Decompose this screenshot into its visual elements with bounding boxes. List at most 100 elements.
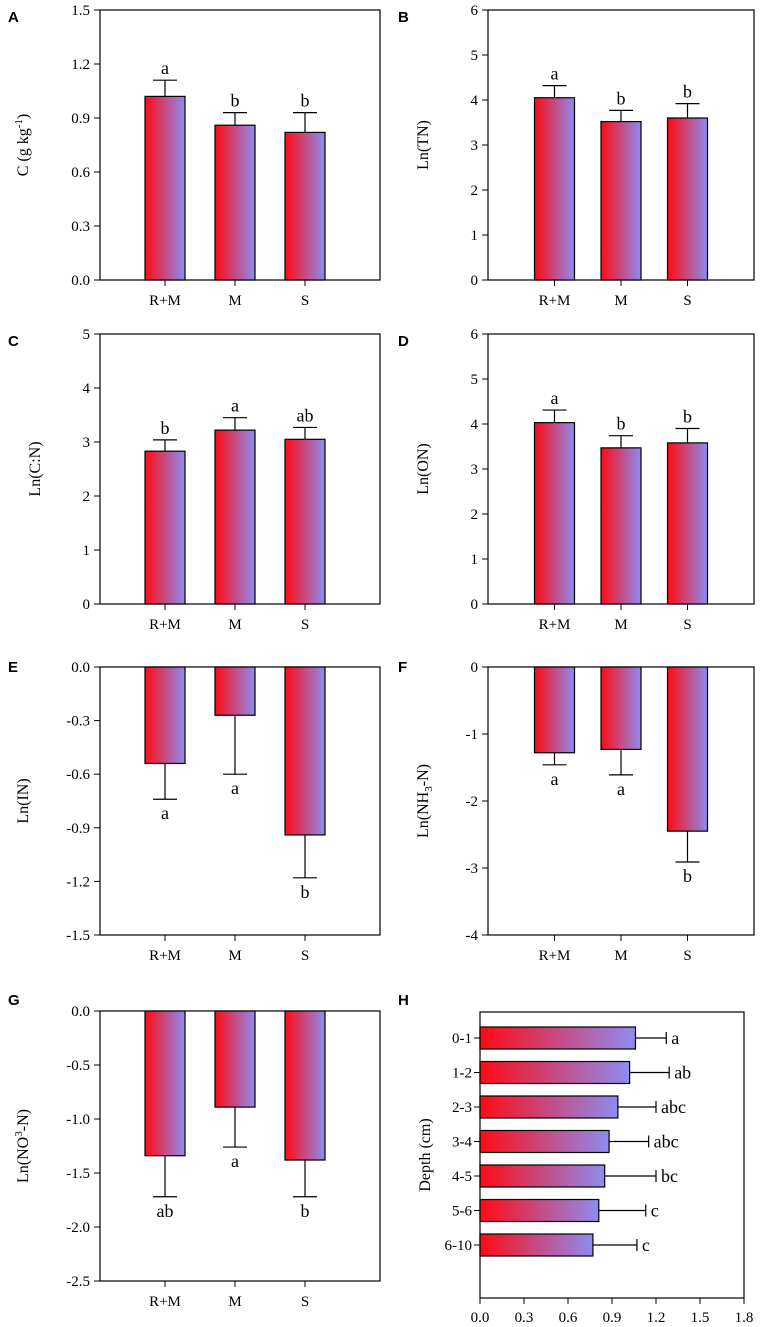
bar-m [214,429,256,605]
significance-letter: ab [157,1201,174,1221]
x-tick-label: 1.2 [647,1310,666,1326]
bar-4-5 [479,1164,606,1188]
y-tick-label: 1-2 [452,1066,472,1082]
y-tick-label: 0-1 [452,1031,472,1047]
bar-m [600,447,642,605]
panel-g: G 0.0 -0.5 -1.0 -1.5 -2.0 -2.5 ab R+M a Mb S Ln(NO3-… [8,992,381,1310]
panel-a: A 0.0 0.3 0.6 0.9 1.2 1.5 a R+M b Mb S C (g kg-1) [8,3,381,309]
bar-s [284,131,326,281]
x-axis-title: Soil C concentration (g kg-1) [520,1325,703,1327]
x-tick-label: M [228,1294,241,1310]
significance-letter: abc [654,1132,679,1152]
y-tick-label: 0 [471,660,479,676]
significance-letter: a [617,779,625,799]
error-bar [598,1204,647,1217]
x-tick-label: R+M [539,617,571,633]
significance-letter: b [683,82,692,102]
y-tick-label: 2-3 [452,1100,472,1116]
bar-2-3 [479,1095,619,1119]
panel-f: F 0 -1 -2 -3 -4 a R+M a Mb S Ln(NH3-N) [398,659,755,964]
bar-m [214,666,256,716]
error-bar [223,112,247,126]
panel-d: D 0 1 2 3 4 5 6 a R+M b Mb S Ln(ON) [398,327,755,633]
y-tick-label: 6 [471,327,479,343]
y-tick-label: -0.6 [66,767,90,783]
error-bar [223,1107,247,1148]
panel-label-f: F [398,659,407,676]
error-bar [153,763,177,800]
x-tick-label: 1.5 [691,1310,710,1326]
significance-letter: b [617,88,626,108]
panel-label-a: A [8,9,19,26]
error-bar [609,1135,650,1148]
panel-label-g: G [8,992,20,1009]
bar-s [666,117,709,281]
x-tick-label: 1.8 [735,1310,754,1326]
y-axis-title: Ln(ON) [415,443,432,495]
x-tick-label: M [228,948,241,964]
significance-letter: a [231,1151,239,1171]
x-tick-label: 0.0 [471,1310,490,1326]
x-tick-label: M [228,293,241,309]
y-axis-title: Ln(IN) [15,778,32,823]
y-axis-title: Ln(NH3-N) [415,764,435,838]
y-tick-label: 5-6 [452,1204,472,1220]
y-axis-title: Depth (cm) [417,1118,434,1191]
significance-letter: a [231,778,239,798]
significance-letter: a [551,769,559,789]
x-tick-label: S [683,948,691,964]
significance-letter: a [671,1028,679,1048]
error-bar [293,1160,317,1198]
bar-0-1 [479,1026,637,1050]
x-tick-label: S [301,1294,309,1310]
x-tick-label: S [301,293,309,309]
significance-letter: b [301,1201,310,1221]
x-tick-label: 0.3 [515,1310,534,1326]
y-tick-label: -1.5 [66,928,90,944]
y-tick-label: 0.0 [71,1004,90,1020]
significance-letter: b [301,882,310,902]
y-tick-label: 1 [471,228,479,244]
error-bar [223,417,247,431]
bar-6-10 [479,1233,594,1257]
bar-m [214,124,256,281]
y-tick-label: -1 [466,727,479,743]
error-bar [592,1239,638,1251]
y-tick-label: 0.0 [71,660,90,676]
x-tick-label: 0.6 [559,1310,578,1326]
y-tick-label: 2 [471,183,479,199]
panel-label-d: D [398,333,409,350]
significance-letter: b [617,414,626,434]
error-bar [293,426,317,440]
significance-letter: c [651,1201,659,1221]
error-bar [542,409,567,423]
x-tick-label: M [614,617,627,633]
x-tick-label: S [683,617,691,633]
significance-letter: a [551,388,559,408]
y-tick-label: 2 [83,489,91,505]
error-bar [609,435,633,448]
bar-s [666,442,709,605]
panel-label-h: H [398,992,409,1009]
error-bar [542,752,567,766]
y-tick-label: 0.0 [71,273,90,289]
significance-letter: abc [661,1097,686,1117]
y-tick-label: 0.9 [71,111,90,127]
panel-c: C 0 1 2 3 4 5 b R+M a Mab S Ln(C:N) [8,327,381,633]
x-tick-label: R+M [149,293,181,309]
y-tick-label: 1.5 [71,3,90,19]
significance-letter: b [161,418,170,438]
y-tick-label: 4 [471,93,479,109]
panel-e: E 0.0 -0.3 -0.6 -0.9 -1.2 -1.5 a R+M a Mb S Ln(IN) [8,659,381,964]
error-bar [293,112,317,133]
y-tick-label: -1.0 [66,1112,90,1128]
x-tick-label: S [301,617,309,633]
x-tick-label: 0.9 [603,1310,622,1326]
y-tick-label: -3 [466,861,479,877]
significance-letter: bc [661,1166,678,1186]
error-bar [675,831,700,863]
y-tick-label: 5 [83,327,91,343]
y-tick-label: 2 [471,507,479,523]
y-tick-label: 0 [471,597,479,613]
